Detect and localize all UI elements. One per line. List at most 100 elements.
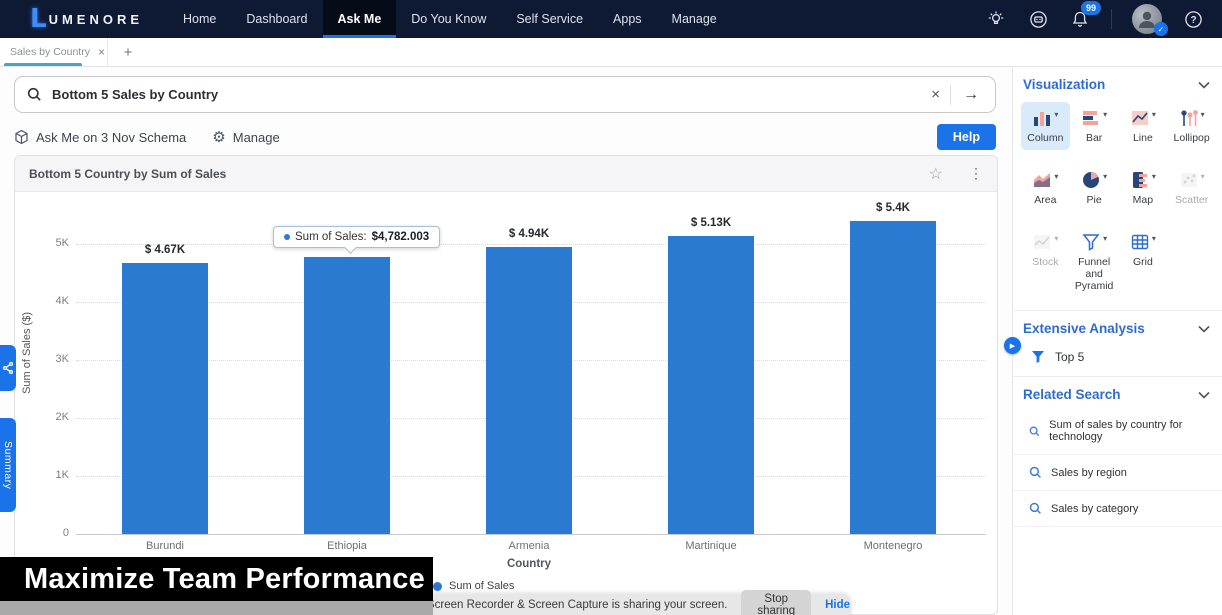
right-panel: ▶ Visualization ▾ Column ▾ Bar ▾ Line ▾ … <box>1004 67 1222 615</box>
notifications-bell-icon[interactable]: 99 <box>1069 1 1101 30</box>
bar-chart-plot: Sum of Sales ($) 5K 4K 3K 2K 1K 0 $ 4.67… <box>15 192 997 614</box>
x-tick-label: Martinique <box>685 540 737 552</box>
divider <box>950 84 951 105</box>
help-button[interactable]: Help <box>936 124 996 150</box>
viz-pie[interactable]: ▾ Pie <box>1070 164 1119 212</box>
help-question-icon[interactable]: ? <box>1182 8 1204 30</box>
extensive-item-top5[interactable]: Top 5 <box>1013 342 1222 378</box>
nav-item-manage[interactable]: Manage <box>671 12 717 26</box>
scatter-chart-icon <box>1180 173 1197 188</box>
visualization-section-header[interactable]: Visualization <box>1013 67 1222 98</box>
bar-burundi[interactable] <box>122 263 208 534</box>
x-tick-label: Armenia <box>508 540 550 552</box>
share-side-tab[interactable] <box>0 345 16 391</box>
related-search-item[interactable]: Sum of sales by country for technology <box>1013 408 1222 456</box>
bar-chart-icon <box>1083 111 1099 125</box>
search-icon <box>1029 426 1040 436</box>
chart-title: Bottom 5 Country by Sum of Sales <box>29 166 227 181</box>
nav-item-apps[interactable]: Apps <box>613 12 642 26</box>
filter-icon <box>1032 351 1044 364</box>
viz-line[interactable]: ▾ Line <box>1119 102 1168 150</box>
tab-sales-by-country[interactable]: Sales by Country × <box>0 38 108 66</box>
notification-badge: 99 <box>1080 1 1101 15</box>
nav-item-do-you-know[interactable]: Do You Know <box>411 12 487 26</box>
idea-bulb-icon[interactable] <box>985 8 1007 30</box>
y-tick-label: 5K <box>55 237 69 249</box>
gear-icon: ⚙ <box>212 128 226 146</box>
favorite-star-icon[interactable]: ☆ <box>928 165 943 183</box>
grid-table-icon <box>1131 234 1149 250</box>
viz-funnel-pyramid[interactable]: ▾ Funnel and Pyramid <box>1074 234 1114 293</box>
viz-scatter: ▾ Scatter <box>1174 172 1209 207</box>
nav-item-dashboard[interactable]: Dashboard <box>246 12 308 26</box>
search-icon <box>1029 467 1041 479</box>
new-tab-button[interactable]: + <box>123 43 133 61</box>
hide-link[interactable]: Hide <box>825 598 850 611</box>
x-tick-label: Ethiopia <box>327 540 367 552</box>
chevron-down-icon <box>1198 325 1210 333</box>
column-chart-icon <box>1034 112 1051 126</box>
nav-right-icons: 99 ✓ ? <box>985 0 1222 38</box>
schema-row: Ask Me on 3 Nov Schema ⚙ Manage Help <box>14 123 996 151</box>
user-avatar[interactable]: ✓ <box>1132 4 1168 36</box>
x-tick-label: Burundi <box>146 540 184 552</box>
search-icon <box>27 87 41 101</box>
ask-me-search-bar: × → <box>14 76 996 113</box>
schema-selector[interactable]: Ask Me on 3 Nov Schema <box>14 129 186 145</box>
viz-bar[interactable]: ▾ Bar <box>1070 102 1119 150</box>
y-tick-label: 4K <box>55 295 69 307</box>
chevron-down-icon <box>1198 391 1210 399</box>
pie-chart-icon <box>1083 172 1100 189</box>
viz-map[interactable]: ▾ Map <box>1119 164 1168 212</box>
chart-card: Bottom 5 Country by Sum of Sales ☆ ⋮ Sum… <box>14 155 998 615</box>
bar-armenia[interactable] <box>486 247 572 534</box>
divider <box>1111 9 1112 29</box>
logo[interactable]: L UMENORE <box>30 4 144 34</box>
panel-collapse-play-icon[interactable]: ▶ <box>1004 337 1021 354</box>
manage-link[interactable]: ⚙ Manage <box>212 128 280 146</box>
x-tick-label: Montenegro <box>863 540 923 552</box>
nav-items: Home Dashboard Ask Me Do You Know Self S… <box>168 0 732 38</box>
kebab-menu-icon[interactable]: ⋮ <box>969 165 983 181</box>
related-search-item[interactable]: Sales by category <box>1013 491 1222 528</box>
viz-grid[interactable]: ▾ Grid <box>1119 226 1168 298</box>
y-tick-label: 1K <box>55 469 69 481</box>
lollipop-chart-icon <box>1181 110 1198 126</box>
bar-ethiopia[interactable] <box>304 256 390 534</box>
screen-share-notification: Screen Recorder & Screen Capture is shar… <box>372 589 850 615</box>
bar-value-label: $ 4.94K <box>508 228 550 241</box>
viz-column[interactable]: ▾ Column <box>1021 102 1070 151</box>
viz-area[interactable]: ▾ Area <box>1034 172 1059 207</box>
stock-chart-icon <box>1034 235 1051 250</box>
bar-value-label: $ 5.4K <box>876 201 910 214</box>
nav-item-home[interactable]: Home <box>183 12 217 26</box>
main-content: × → Ask Me on 3 Nov Schema ⚙ Manage Help… <box>0 67 1012 615</box>
logo-icon: L <box>30 4 47 34</box>
tab-close-icon[interactable]: × <box>97 45 105 59</box>
bar-martinique[interactable] <box>668 236 754 534</box>
legend-marker <box>433 581 442 591</box>
chart-legend[interactable]: Sum of Sales <box>433 580 514 592</box>
stop-sharing-button[interactable]: Stop sharing <box>741 589 812 615</box>
gridline <box>76 244 986 245</box>
search-submit-icon[interactable]: → <box>963 85 979 103</box>
related-search-item[interactable]: Sales by region <box>1013 455 1222 492</box>
nav-item-ask-me[interactable]: Ask Me <box>322 0 397 38</box>
search-clear-icon[interactable]: × <box>931 86 940 103</box>
viz-lollipop[interactable]: ▾ Lollipop <box>1173 110 1210 144</box>
bar-montenegro[interactable] <box>850 220 936 534</box>
viz-type-grid: ▾ Column ▾ Bar ▾ Line ▾ Lollipop ▾ Area … <box>1013 98 1222 312</box>
related-search-section-header[interactable]: Related Search <box>1013 377 1222 408</box>
chatbot-icon[interactable] <box>1027 8 1049 30</box>
extensive-analysis-section-header[interactable]: Extensive Analysis <box>1013 311 1222 342</box>
line-chart-icon <box>1131 111 1148 125</box>
summary-side-tab[interactable]: Summary <box>0 418 16 512</box>
chevron-down-icon <box>1198 81 1210 89</box>
viz-stock: ▾ Stock <box>1032 234 1059 269</box>
search-input[interactable] <box>52 87 922 102</box>
area-chart-icon <box>1034 173 1051 188</box>
bar-value-label: $ 4.67K <box>144 244 186 257</box>
video-caption-overlay: Maximize Team Performance <box>0 557 433 601</box>
nav-item-self-service[interactable]: Self Service <box>516 12 584 26</box>
avatar-check-badge: ✓ <box>1154 22 1168 36</box>
